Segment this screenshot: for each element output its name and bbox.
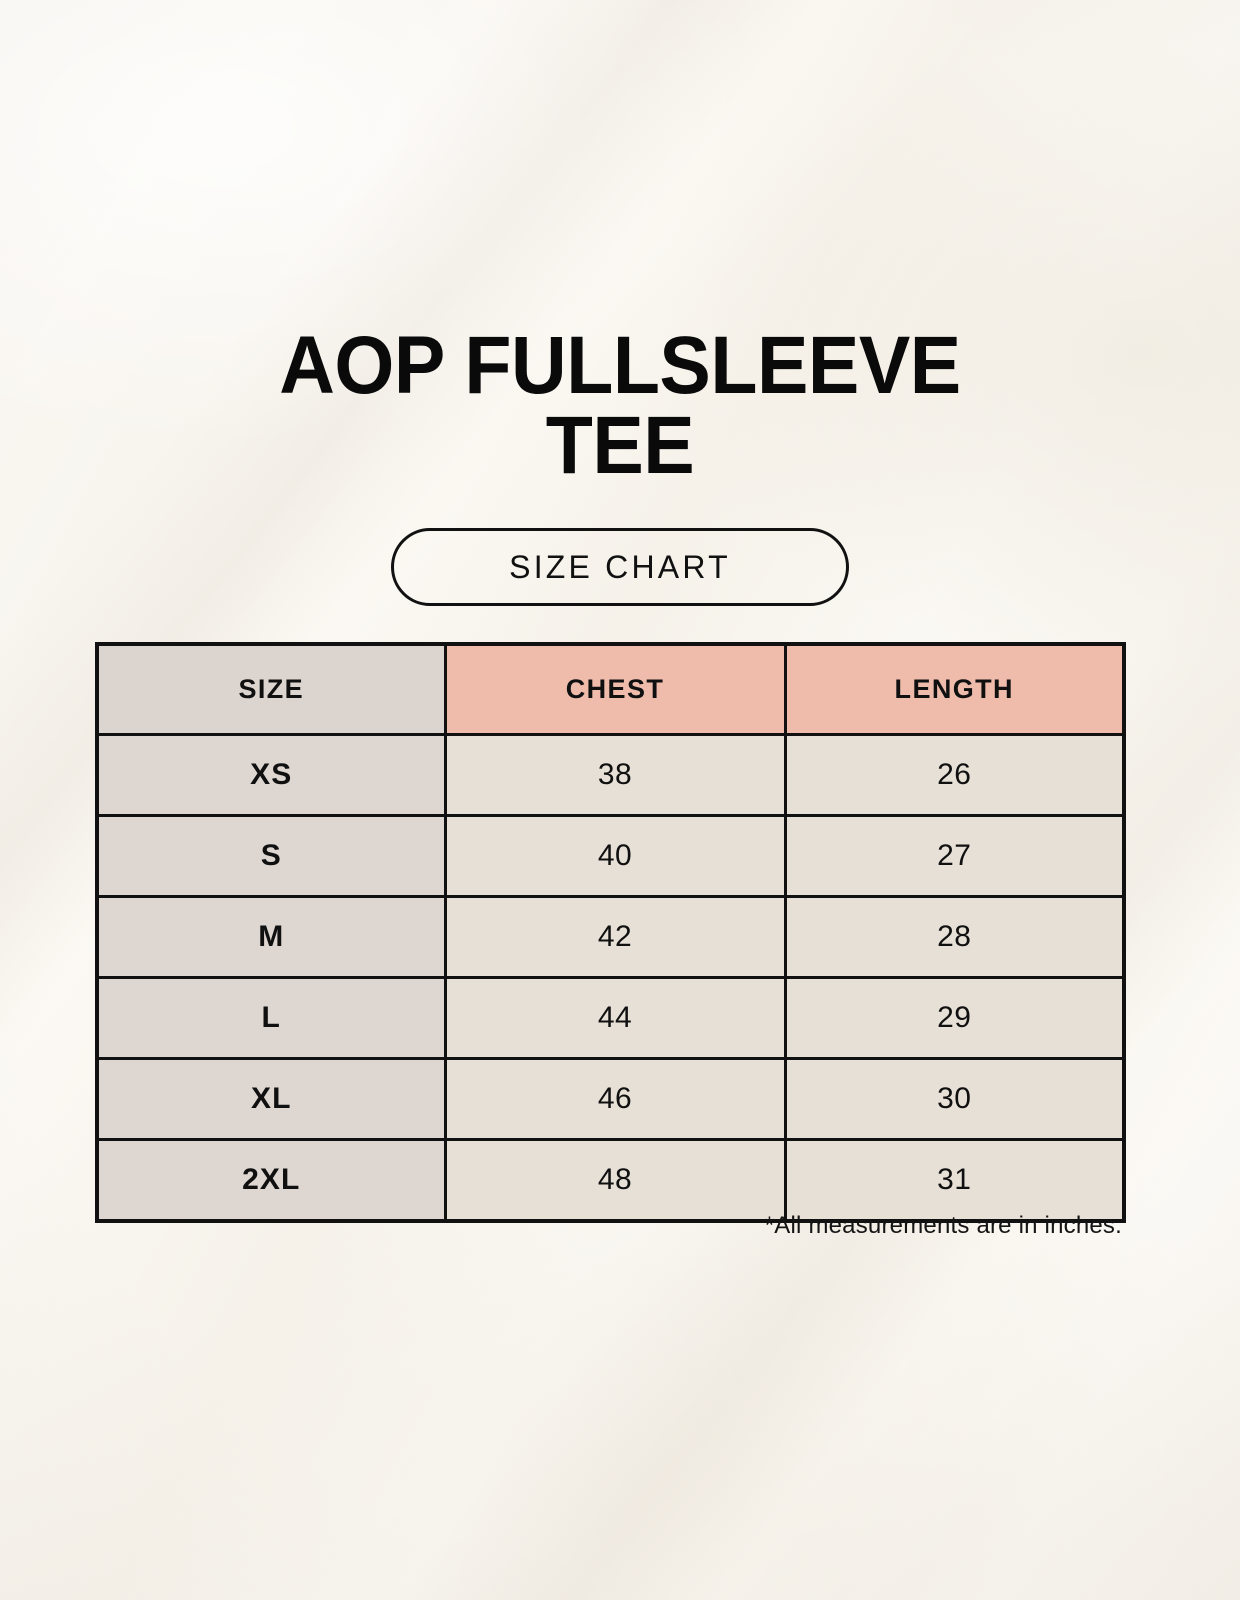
column-header-size: SIZE — [95, 642, 447, 736]
title-block: AOP FULLSLEEVE TEE — [0, 320, 1240, 492]
column-header-length: LENGTH — [783, 642, 1126, 736]
table-row: M 42 28 — [95, 895, 1126, 979]
table-row: 2XL 48 31 — [95, 1138, 1126, 1222]
cell-length: 29 — [783, 976, 1126, 1060]
table-row: XL 46 30 — [95, 1057, 1126, 1141]
cell-chest: 42 — [443, 895, 787, 979]
size-table: SIZE CHEST LENGTH XS 38 26 S 40 27 M — [95, 642, 1126, 1223]
cell-length: 26 — [783, 733, 1126, 817]
cell-length: 27 — [783, 814, 1126, 898]
cell-size: XS — [95, 733, 447, 817]
cell-length: 31 — [783, 1138, 1126, 1222]
cell-size: XL — [95, 1057, 447, 1141]
table-body: XS 38 26 S 40 27 M 42 28 L 44 29 — [95, 733, 1126, 1222]
table-row: L 44 29 — [95, 976, 1126, 1060]
table-row: S 40 27 — [95, 814, 1126, 898]
table-header-row: SIZE CHEST LENGTH — [95, 642, 1126, 736]
page-title: AOP FULLSLEEVE TEE — [279, 320, 961, 492]
cell-size: L — [95, 976, 447, 1060]
size-table-container: SIZE CHEST LENGTH XS 38 26 S 40 27 M — [95, 642, 1126, 1223]
cell-chest: 40 — [443, 814, 787, 898]
measurements-footnote: *All measurements are in inches. — [764, 1212, 1122, 1239]
size-chart-badge: SIZE CHART — [391, 528, 849, 606]
cell-size: 2XL — [95, 1138, 447, 1222]
cell-chest: 46 — [443, 1057, 787, 1141]
cell-chest: 48 — [443, 1138, 787, 1222]
cell-size: M — [95, 895, 447, 979]
cell-length: 28 — [783, 895, 1126, 979]
cell-length: 30 — [783, 1057, 1126, 1141]
cell-chest: 44 — [443, 976, 787, 1060]
cell-chest: 38 — [443, 733, 787, 817]
table-head: SIZE CHEST LENGTH — [95, 642, 1126, 736]
column-header-chest: CHEST — [443, 642, 787, 736]
badge-container: SIZE CHART — [0, 528, 1240, 606]
cell-size: S — [95, 814, 447, 898]
table-row: XS 38 26 — [95, 733, 1126, 817]
